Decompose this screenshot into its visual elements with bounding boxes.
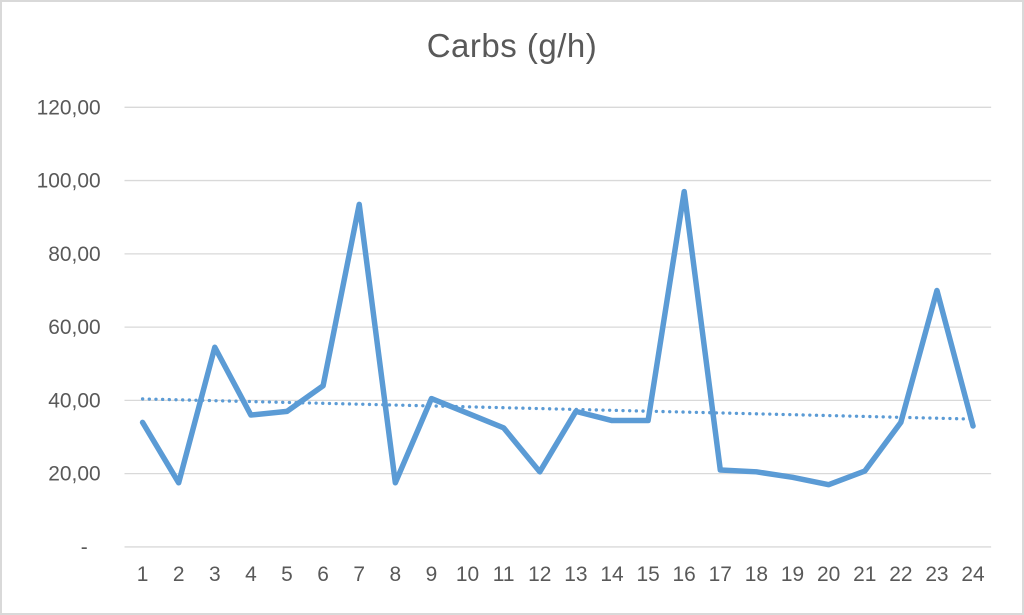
x-axis-tick-label: 4 xyxy=(245,563,257,586)
x-axis-tick-label: 13 xyxy=(564,563,587,586)
x-axis-tick-label: 12 xyxy=(528,563,551,586)
x-axis-tick-label: 19 xyxy=(781,563,804,586)
x-axis-tick-label: 5 xyxy=(281,563,293,586)
x-axis-tick-label: 7 xyxy=(353,563,365,586)
y-axis-tick-label: 100,00 xyxy=(37,170,101,193)
x-axis-tick-label: 21 xyxy=(853,563,876,586)
y-axis-tick-label: 20,00 xyxy=(48,463,100,486)
y-axis-tick-label: 80,00 xyxy=(48,243,100,266)
y-axis-tick-label: 40,00 xyxy=(48,389,100,412)
trendline-dotted xyxy=(140,397,975,421)
x-axis-tick-label: 16 xyxy=(673,563,696,586)
carbs-series-line xyxy=(139,188,976,488)
x-axis-tick-label: 20 xyxy=(817,563,840,586)
x-axis-tick-label: 3 xyxy=(209,563,221,586)
x-axis-tick-label: 18 xyxy=(745,563,768,586)
x-axis-tick-label: 10 xyxy=(456,563,479,586)
x-axis-tick-label: 9 xyxy=(426,563,438,586)
y-axis-tick-label: - xyxy=(81,536,88,559)
y-axis-tick-label: 60,00 xyxy=(48,316,100,339)
x-axis-tick-label: 11 xyxy=(493,563,515,586)
x-axis-tick-label: 15 xyxy=(636,563,659,586)
x-axis-tick-label: 22 xyxy=(889,563,912,586)
x-axis-tick-label: 1 xyxy=(137,563,149,586)
x-axis-tick-label: 17 xyxy=(709,563,732,586)
x-axis-tick-label: 8 xyxy=(390,563,402,586)
x-axis-tick-label: 24 xyxy=(961,563,984,586)
x-axis-tick-label: 23 xyxy=(925,563,948,586)
y-axis-tick-label: 120,00 xyxy=(37,96,101,119)
x-axis-tick-label: 6 xyxy=(317,563,329,586)
x-axis-tick-label: 14 xyxy=(600,563,623,586)
x-axis-tick-label: 2 xyxy=(173,563,185,586)
